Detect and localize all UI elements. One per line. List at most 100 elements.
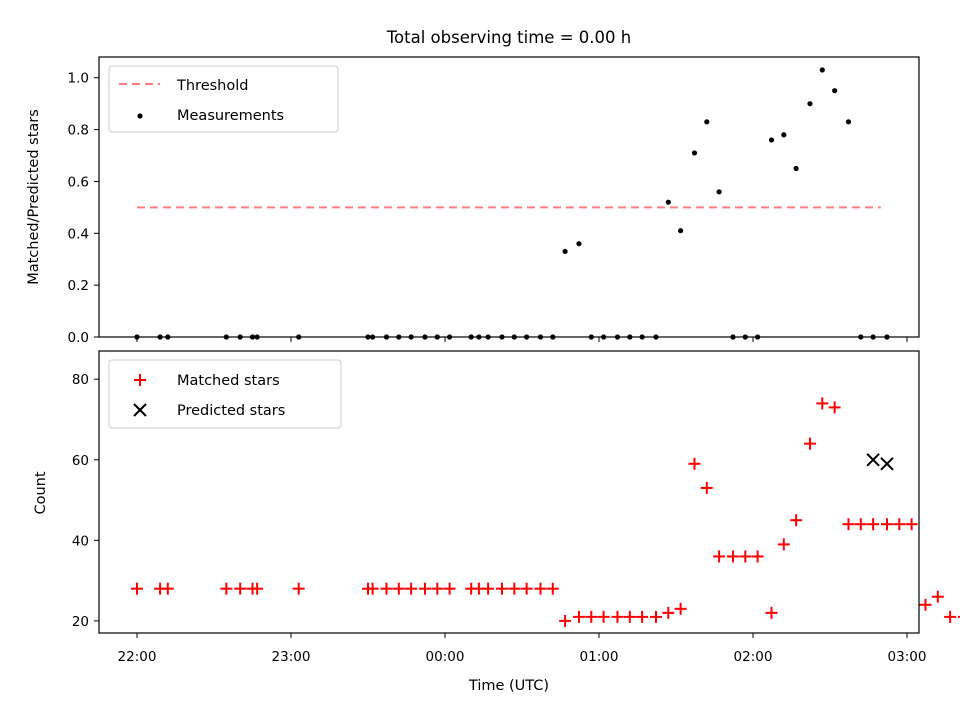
top-plot-frame: [98, 56, 920, 338]
matched-star-point: [726, 550, 739, 563]
measurement-point: [793, 165, 799, 172]
top-y-tick-label: 0.8: [68, 123, 89, 139]
measurement-point: [807, 101, 813, 107]
matched-star-point: [220, 582, 233, 595]
matched-star-point: [366, 582, 379, 595]
bottom-markers: [131, 397, 960, 627]
matched-star-point: [816, 397, 829, 410]
matched-star-point: [944, 610, 957, 623]
matched-star-point: [443, 582, 456, 595]
matched-star-point: [674, 602, 687, 615]
predicted-star-point: [866, 453, 880, 467]
matched-star-point: [418, 582, 431, 595]
matched-star-point: [751, 550, 764, 563]
matched-star-point: [790, 514, 803, 527]
matched-star-point: [611, 610, 624, 623]
legend-threshold-label: Threshold: [176, 78, 248, 94]
top-y-tick-label: 0.4: [68, 226, 89, 242]
bottom-y-tick-label: 80: [72, 372, 89, 388]
matched-star-point: [867, 518, 880, 531]
predicted-star-point: [880, 457, 894, 471]
measurement-point: [691, 150, 698, 156]
x-tick-label: 23:00: [272, 649, 311, 665]
top-y-axis-label: Matched/Predicted stars: [26, 109, 42, 285]
bottom-y-ticks: 20 40 60 80: [72, 372, 99, 630]
measurement-point: [678, 228, 684, 234]
matched-star-point: [880, 518, 893, 531]
legend-measurements-label: Measurements: [177, 108, 284, 124]
matched-star-point: [931, 590, 944, 603]
top-y-ticks: 0.0 0.2 0.4 0.6 0.8 1.0: [68, 71, 99, 346]
bottom-y-tick-label: 60: [72, 453, 89, 469]
matched-star-point: [803, 437, 816, 450]
matched-star-point: [508, 582, 521, 595]
x-tick-label: 01:00: [580, 649, 619, 665]
measurement-point: [781, 132, 787, 138]
matched-star-point: [161, 582, 174, 595]
matched-star-point: [546, 582, 559, 595]
matched-star-point: [534, 582, 547, 595]
bottom-y-tick-label: 20: [72, 614, 89, 630]
legend-predicted-swatch: [133, 403, 147, 417]
matched-star-point: [405, 582, 418, 595]
matched-star-point: [893, 518, 906, 531]
top-y-tick-label: 0.0: [68, 330, 89, 346]
measurement-point: [576, 241, 582, 247]
matched-star-point: [495, 582, 508, 595]
matched-star-point: [392, 582, 405, 595]
x-tick-label: 03:00: [888, 649, 927, 665]
x-tick-label: 22:00: [118, 649, 157, 665]
matched-star-point: [777, 538, 790, 551]
matched-star-point: [597, 610, 610, 623]
top-y-tick-label: 1.0: [68, 71, 89, 87]
matched-star-point: [431, 582, 444, 595]
measurement-point: [716, 189, 722, 195]
legend-matched-swatch: [134, 374, 146, 386]
matched-star-point: [572, 610, 585, 623]
legend-matched-label: Matched stars: [177, 373, 280, 389]
matched-star-point: [520, 582, 533, 595]
matched-star-point: [765, 606, 778, 619]
measurement-point: [562, 248, 568, 255]
matched-star-point: [482, 582, 495, 595]
top-legend-box: [108, 65, 339, 133]
matched-star-point: [636, 610, 649, 623]
measurement-point: [832, 88, 838, 94]
matched-star-point: [739, 550, 752, 563]
matched-star-point: [828, 401, 841, 414]
bottom-legend-box: [108, 359, 342, 429]
matched-star-point: [649, 610, 662, 623]
bottom-x-ticks: 22:00 23:00 00:00 01:00 02:00 03:00: [118, 633, 927, 665]
x-axis-label: Time (UTC): [468, 678, 549, 694]
top-y-tick-label: 0.2: [68, 278, 89, 294]
matched-star-point: [585, 610, 598, 623]
bottom-y-axis-label: Count: [33, 471, 49, 514]
measurement-point: [665, 199, 671, 205]
matched-star-point: [842, 518, 855, 531]
top-x-ticks: [136, 337, 908, 342]
measurement-point: [704, 119, 710, 125]
matched-star-point: [713, 550, 726, 563]
x-tick-label: 02:00: [734, 649, 773, 665]
matched-star-point: [905, 518, 918, 531]
bottom-plot-frame: [98, 350, 920, 634]
top-legend: Threshold Measurements: [108, 65, 339, 133]
top-y-tick-label: 0.6: [68, 174, 89, 190]
measurement-point: [845, 119, 852, 125]
measurement-point: [819, 67, 825, 73]
top-panel: 0.0 0.2 0.4 0.6 0.8 1.0 Matched/Predicted sta…: [26, 56, 920, 346]
matched-star-point: [662, 606, 675, 619]
matched-star-point: [131, 582, 143, 595]
matched-star-point: [688, 457, 701, 470]
x-tick-label: 00:00: [426, 649, 465, 665]
measurement-point: [768, 137, 775, 143]
bottom-legend: Matched stars Predicted stars: [108, 359, 342, 429]
matched-star-point: [559, 614, 572, 627]
matched-star-point: [623, 610, 636, 623]
legend-predicted-label: Predicted stars: [177, 403, 285, 419]
matched-star-point: [292, 582, 305, 595]
matched-star-point: [700, 481, 713, 494]
matched-star-point: [380, 582, 393, 595]
